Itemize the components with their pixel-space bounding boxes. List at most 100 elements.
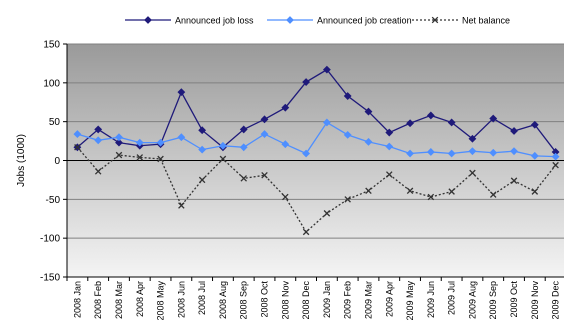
data-point: [260, 115, 269, 124]
data-point: [286, 16, 294, 24]
data-point: [489, 114, 498, 123]
data-point: [322, 65, 331, 74]
data-point: [364, 137, 373, 146]
data-point: [219, 141, 227, 150]
data-point: [136, 154, 144, 161]
data-point: [73, 130, 82, 139]
x-tick-label: 2009 Nov: [530, 281, 540, 320]
data-point: [510, 127, 518, 135]
y-tick-label: 150: [43, 40, 60, 51]
legend-label: Announced job creation: [317, 16, 412, 26]
x-tick-label: 2009 Feb: [343, 281, 353, 319]
x-tick-label: 2008 Jun: [176, 281, 186, 318]
data-point: [115, 151, 123, 159]
data-point: [510, 147, 518, 156]
y-tick-label: 50: [49, 117, 61, 128]
series-2: [74, 144, 559, 236]
data-point: [144, 16, 152, 24]
y-tick-label: -50: [46, 195, 61, 206]
x-tick-label: 2008 Oct: [260, 281, 270, 318]
x-tick-label: 2009 Oct: [509, 281, 519, 318]
data-point: [448, 188, 455, 195]
x-tick-label: 2008 Sep: [239, 281, 249, 320]
data-point: [489, 191, 497, 198]
data-point: [74, 144, 81, 151]
data-point: [386, 171, 393, 178]
data-point: [426, 111, 435, 120]
x-tick-label: 2008 Nov: [280, 281, 290, 320]
data-point: [281, 103, 290, 112]
x-tick-label: 2009 May: [405, 281, 415, 321]
data-point: [343, 92, 352, 100]
y-axis-label: Jobs (1000): [16, 134, 27, 187]
x-tick-label: 2008 Aug: [218, 281, 228, 319]
data-point: [469, 169, 476, 177]
data-point: [198, 145, 207, 154]
data-point: [343, 130, 352, 139]
data-point: [385, 128, 394, 137]
data-point: [365, 187, 372, 195]
data-point: [281, 140, 290, 149]
legend-label: Net balance: [462, 16, 510, 26]
data-point: [177, 88, 186, 97]
data-point: [510, 177, 518, 184]
data-point: [344, 196, 351, 203]
x-tick-label: 2009 Aug: [467, 281, 477, 319]
data-point: [551, 152, 560, 161]
data-point: [282, 193, 289, 201]
x-tick-label: 2009 Mar: [363, 281, 373, 319]
data-point: [431, 16, 439, 24]
data-point: [530, 120, 539, 129]
data-point: [406, 149, 414, 158]
data-point: [115, 133, 123, 142]
data-point: [94, 125, 103, 134]
data-point: [157, 155, 164, 163]
x-tick-label: 2008 Mar: [114, 281, 124, 319]
x-tick-label: 2009 Jul: [447, 281, 457, 315]
series-layer: [73, 65, 560, 236]
legend-item: Announced job loss: [125, 16, 254, 26]
data-point: [198, 126, 207, 135]
x-tick-label: 2009 Dec: [551, 281, 561, 320]
data-point: [489, 148, 498, 157]
data-point: [302, 228, 310, 236]
data-point: [115, 138, 123, 147]
x-axis: 2008 Jan 2008 Feb 2008 Mar 2008 Apr 2008 May…: [66, 277, 561, 321]
x-tick-label: 2008 Jul: [197, 281, 207, 315]
data-point: [240, 175, 247, 182]
data-point: [219, 155, 227, 163]
data-point: [239, 125, 248, 134]
series-1: [73, 118, 560, 161]
data-point: [426, 148, 435, 156]
y-tick-label: -150: [40, 273, 60, 284]
data-point: [406, 187, 414, 195]
data-point: [427, 193, 435, 201]
data-point: [94, 136, 103, 145]
data-point: [302, 149, 311, 158]
data-point: [385, 142, 394, 151]
data-point: [468, 147, 477, 156]
data-point: [406, 119, 414, 128]
data-point: [260, 130, 269, 139]
data-point: [177, 133, 186, 142]
x-tick-label: 2008 Feb: [93, 281, 103, 319]
data-point: [239, 143, 248, 152]
data-point: [94, 168, 102, 175]
data-point: [198, 176, 206, 184]
y-tick-label: -100: [40, 234, 60, 245]
data-point: [323, 210, 331, 217]
x-tick-label: 2008 Apr: [135, 281, 145, 317]
x-tick-label: 2008 Jan: [72, 281, 82, 318]
data-point: [364, 107, 373, 116]
x-tick-label: 2009 Apr: [384, 281, 394, 317]
data-point: [178, 202, 185, 209]
data-point: [468, 134, 477, 143]
data-point: [447, 149, 456, 158]
data-point: [552, 161, 559, 169]
data-point: [531, 188, 539, 195]
x-tick-label: 2008 May: [156, 281, 166, 321]
data-point: [135, 138, 144, 147]
x-tick-label: 2009 Jun: [426, 281, 436, 318]
